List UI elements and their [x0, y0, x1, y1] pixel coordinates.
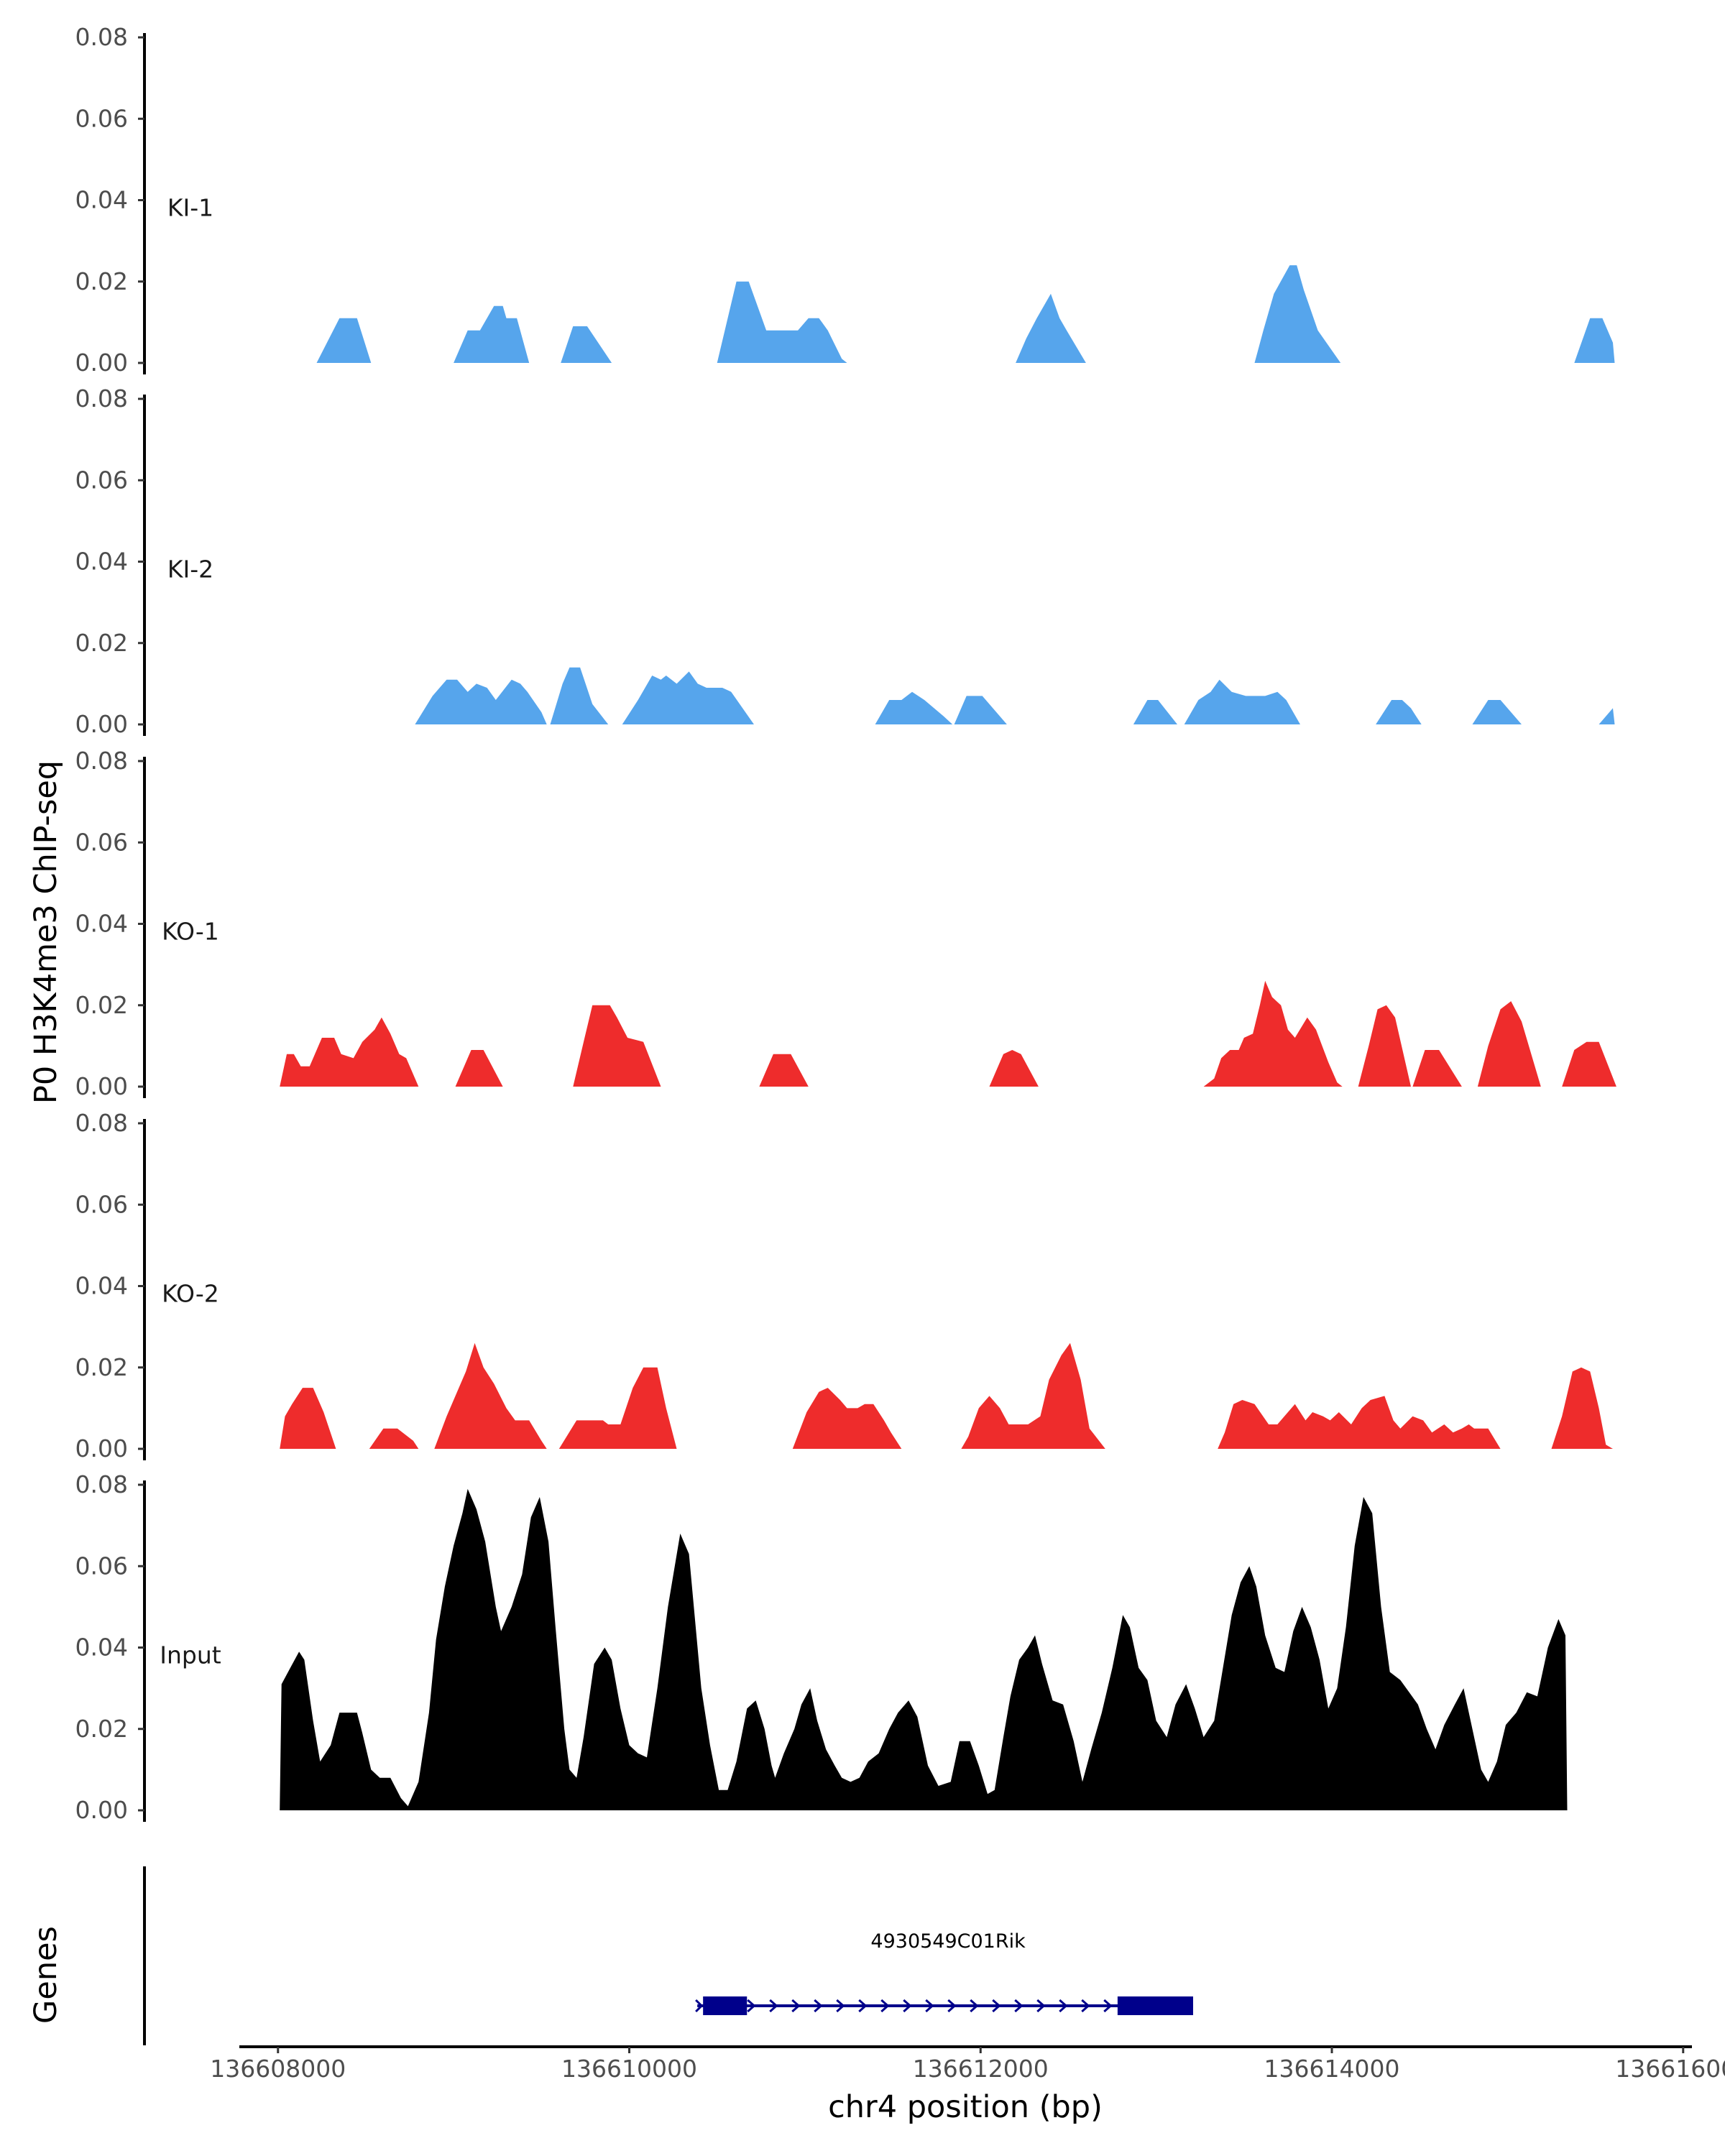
y-tick-label: 0.04: [75, 910, 128, 938]
x-tick-label: 136616000: [1615, 2055, 1725, 2083]
strand-arrow: [925, 1999, 934, 2013]
genes-axis-title: Genes: [28, 1926, 64, 2024]
strand-arrow: [903, 1999, 912, 2013]
y-tick-label: 0.06: [75, 104, 128, 132]
y-tick-label: 0.06: [75, 828, 128, 856]
gene-exon: [703, 1996, 748, 2015]
track-input: 0.00 0.02 0.04 0.06 0.08 Input: [75, 1470, 1568, 1824]
y-tick-label: 0.08: [75, 1109, 128, 1137]
y-tick-label: 0.00: [75, 1796, 128, 1824]
coverage-area: [280, 1342, 1614, 1449]
strand-arrow: [791, 1999, 801, 2013]
strand-arrow: [1103, 1999, 1113, 2013]
strand-arrow: [880, 1999, 890, 2013]
strand-arrow: [1036, 1999, 1046, 2013]
y-tick-label: 0.06: [75, 466, 128, 494]
track-label: KI-1: [167, 194, 213, 222]
track-label: KO-1: [162, 918, 219, 946]
y-tick-label: 0.08: [75, 384, 128, 413]
gene-label: 4930549C01Rik: [870, 1930, 1026, 1953]
y-tick-label: 0.06: [75, 1552, 128, 1580]
coverage-area: [277, 265, 1615, 363]
y-tick-label: 0.00: [75, 1434, 128, 1462]
y-tick-label: 0.04: [75, 1634, 128, 1662]
x-tick-label: 136614000: [1264, 2055, 1400, 2083]
y-tick-label: 0.04: [75, 548, 128, 576]
track-label: Input: [160, 1641, 221, 1669]
x-tick-label: 136612000: [913, 2055, 1049, 2083]
strand-arrow: [1059, 1999, 1068, 2013]
strand-arrow: [695, 1999, 704, 2013]
track-ko-2: 0.00 0.02 0.04 0.06 0.08 KO-2: [75, 1109, 1614, 1462]
strand-arrow: [814, 1999, 823, 2013]
strand-arrow: [1081, 1999, 1090, 2013]
y-tick-label: 0.04: [75, 1272, 128, 1300]
y-tick-label: 0.06: [75, 1190, 128, 1218]
y-tick-label: 0.00: [75, 349, 128, 377]
strand-arrow: [1014, 1999, 1024, 2013]
gene-exon: [1117, 1996, 1193, 2015]
genes-panel: Genes 4930549C01Rik: [28, 1866, 1193, 2045]
coverage-area: [280, 980, 1616, 1087]
y-tick-label: 0.08: [75, 747, 128, 775]
coverage-area: [277, 667, 1615, 724]
y-tick-label: 0.02: [75, 1715, 128, 1743]
coverage-tracks: 0.00 0.02 0.04 0.06 0.08 KI-1 0.00 0.02 0.04 0.06…: [75, 23, 1616, 1824]
track-label: KO-2: [162, 1280, 219, 1308]
strand-arrow: [836, 1999, 845, 2013]
y-tick-label: 0.00: [75, 1072, 128, 1100]
strand-arrow: [947, 1999, 957, 2013]
coverage-area: [280, 1488, 1568, 1810]
strand-arrow: [858, 1999, 868, 2013]
x-tick-label: 136610000: [561, 2055, 697, 2083]
x-ticks: 136608000 136610000 136612000 136614000 1366…: [210, 2047, 1725, 2083]
y-tick-label: 0.04: [75, 186, 128, 214]
y-tick-label: 0.02: [75, 629, 128, 657]
strand-arrow: [970, 1999, 979, 2013]
y-tick-label: 0.02: [75, 991, 128, 1019]
strand-arrow: [769, 1999, 778, 2013]
x-axis: 136608000 136610000 136612000 136614000 1366…: [210, 2045, 1725, 2125]
track-ki-1: 0.00 0.02 0.04 0.06 0.08 KI-1: [75, 23, 1615, 377]
x-tick-label: 136608000: [210, 2055, 346, 2083]
y-tick-label: 0.02: [75, 267, 128, 295]
gene-model: [695, 1996, 1193, 2015]
track-label: KI-2: [167, 556, 213, 584]
y-axis-title: P0 H3K4me3 ChIP-seq: [28, 760, 64, 1104]
y-tick-label: 0.02: [75, 1353, 128, 1381]
y-tick-label: 0.08: [75, 23, 128, 51]
track-ko-1: 0.00 0.02 0.04 0.06 0.08 KO-1: [75, 747, 1616, 1100]
x-axis-title: chr4 position (bp): [828, 2089, 1103, 2125]
strand-arrow: [747, 1999, 756, 2013]
y-tick-label: 0.00: [75, 710, 128, 738]
track-ki-2: 0.00 0.02 0.04 0.06 0.08 KI-2: [75, 384, 1615, 738]
strand-arrow: [992, 1999, 1001, 2013]
y-tick-label: 0.08: [75, 1470, 128, 1498]
